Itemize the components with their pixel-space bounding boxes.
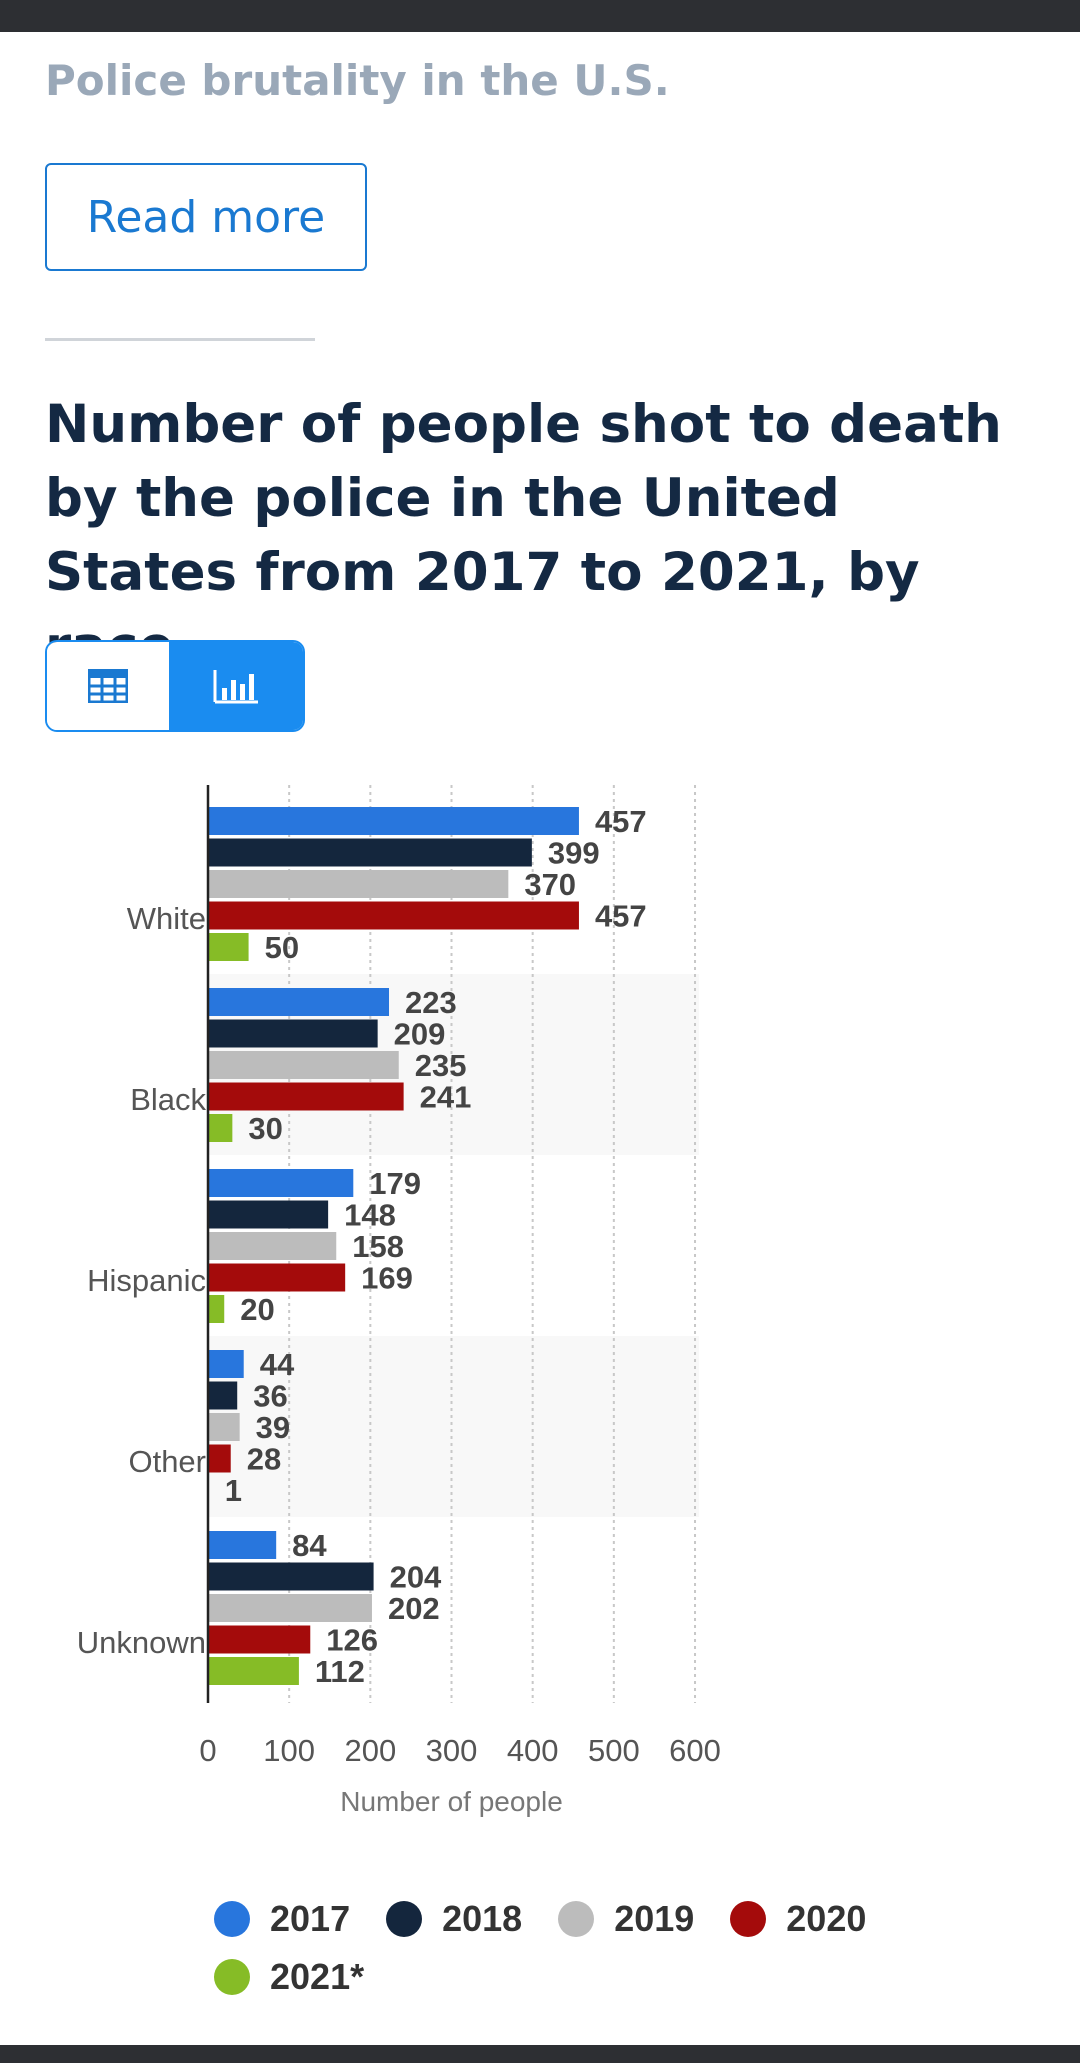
bar-2019-white <box>208 870 509 898</box>
legend-label: 2021* <box>270 1956 365 1997</box>
bar-2018-black <box>208 1019 378 1048</box>
data-label: 148 <box>344 1198 396 1233</box>
legend-label: 2018 <box>442 1898 523 1939</box>
legend-item[interactable]: 2020 <box>730 1890 866 1948</box>
x-tick-label: 0 <box>199 1733 216 1768</box>
bar-2017-other <box>208 1350 244 1378</box>
data-label: 30 <box>248 1111 282 1146</box>
bar-2019-unknown <box>208 1594 372 1622</box>
data-label: 235 <box>415 1048 467 1083</box>
bar-2018-white <box>208 838 532 867</box>
data-label: 84 <box>292 1528 327 1563</box>
data-label: 209 <box>394 1017 446 1052</box>
data-label: 202 <box>388 1591 440 1626</box>
read-more-button[interactable]: Read more <box>45 163 367 271</box>
legend-item[interactable]: 2018 <box>386 1890 522 1948</box>
category-label: Black <box>130 1082 206 1117</box>
legend-item[interactable]: 2021* <box>214 1948 364 2006</box>
bar-2020-black <box>208 1082 404 1111</box>
category-label: White <box>127 901 206 936</box>
chart-legend: 2017 2018 2019 2020 2021* <box>214 1890 1034 2006</box>
legend-label: 2019 <box>614 1898 695 1939</box>
data-label: 50 <box>265 930 299 965</box>
bar-2019-other <box>208 1413 240 1441</box>
data-label: 457 <box>595 804 647 839</box>
legend-item[interactable]: 2019 <box>558 1890 694 1948</box>
bar-2018-other <box>208 1381 238 1410</box>
view-toggle <box>45 640 305 732</box>
section-title: Police brutality in the U.S. <box>45 56 670 105</box>
data-label: 112 <box>315 1654 365 1689</box>
category-label: Hispanic <box>87 1263 206 1298</box>
chart-view-button[interactable] <box>169 642 303 730</box>
legend-label: 2017 <box>270 1898 351 1939</box>
legend-dot-icon <box>214 1901 250 1937</box>
bar-2017-unknown <box>208 1531 277 1559</box>
data-label: 39 <box>256 1410 290 1445</box>
bar-2021-hispanic <box>208 1295 225 1323</box>
bar-2017-white <box>208 807 579 835</box>
data-label: 169 <box>361 1261 413 1296</box>
legend-label: 2020 <box>786 1898 867 1939</box>
category-label: Other <box>128 1444 206 1479</box>
legend-dot-icon <box>386 1901 423 1937</box>
table-icon <box>88 669 128 703</box>
data-label: 1 <box>225 1473 242 1508</box>
data-label: 20 <box>240 1292 274 1327</box>
data-label: 36 <box>253 1379 287 1414</box>
x-tick-label: 300 <box>426 1733 478 1768</box>
bar-2017-black <box>208 988 390 1016</box>
x-tick-label: 600 <box>669 1733 721 1768</box>
data-label: 399 <box>548 836 600 871</box>
x-tick-label: 100 <box>263 1733 315 1768</box>
legend-dot-icon <box>730 1901 767 1937</box>
status-bar <box>0 0 1080 32</box>
bar-2019-hispanic <box>208 1232 337 1260</box>
bar-2021-black <box>208 1114 233 1142</box>
data-label: 204 <box>390 1560 442 1595</box>
bar-2018-hispanic <box>208 1200 329 1229</box>
legend-dot-icon <box>558 1901 595 1937</box>
bar-chart: 45739937045750White22320923524130Black17… <box>77 785 721 1817</box>
x-tick-label: 200 <box>344 1733 396 1768</box>
bar-2020-hispanic <box>208 1263 346 1292</box>
data-label: 241 <box>420 1080 472 1115</box>
legend-dot-icon <box>214 1959 250 1995</box>
chart-title: Number of people shot to death by the po… <box>45 394 1002 677</box>
bar-2020-white <box>208 901 579 930</box>
bar-2019-black <box>208 1051 399 1079</box>
legend-item[interactable]: 2017 <box>214 1890 350 1948</box>
x-tick-label: 500 <box>588 1733 640 1768</box>
table-view-button[interactable] <box>47 642 169 730</box>
data-label: 28 <box>247 1442 281 1477</box>
divider <box>45 338 315 341</box>
bar-2021-unknown <box>208 1657 299 1685</box>
bar-2018-unknown <box>208 1562 374 1591</box>
bar-2020-unknown <box>208 1625 311 1654</box>
navigation-bar <box>0 2045 1080 2063</box>
data-label: 179 <box>369 1166 421 1201</box>
data-label: 223 <box>405 985 457 1020</box>
data-label: 457 <box>595 899 647 934</box>
bar-2020-other <box>208 1444 231 1473</box>
x-tick-label: 400 <box>507 1733 559 1768</box>
x-axis-label: Number of people <box>340 1786 563 1817</box>
data-label: 158 <box>352 1229 404 1264</box>
data-label: 370 <box>524 867 576 902</box>
bar-2021-white <box>208 933 249 961</box>
category-label: Unknown <box>77 1625 206 1660</box>
data-label: 44 <box>260 1347 295 1382</box>
data-label: 126 <box>326 1623 378 1658</box>
bar-chart-icon <box>213 670 258 704</box>
bar-2017-hispanic <box>208 1169 354 1197</box>
